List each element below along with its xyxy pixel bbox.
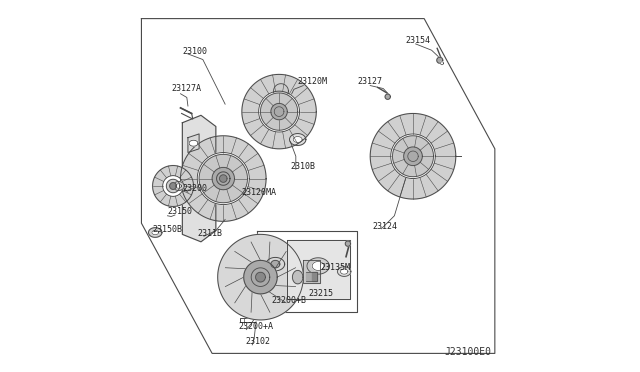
Polygon shape xyxy=(307,258,330,274)
Polygon shape xyxy=(255,272,266,282)
Text: 23200+A: 23200+A xyxy=(238,322,273,331)
Text: 23150: 23150 xyxy=(168,207,193,216)
Text: 23120MA: 23120MA xyxy=(242,188,277,197)
Polygon shape xyxy=(437,57,443,63)
Text: 23102: 23102 xyxy=(246,337,271,346)
Bar xyxy=(306,272,310,281)
Polygon shape xyxy=(287,240,349,299)
Polygon shape xyxy=(242,74,316,149)
Text: 23120M: 23120M xyxy=(298,77,328,86)
Text: 23200: 23200 xyxy=(182,185,207,193)
Text: 23127A: 23127A xyxy=(172,84,201,93)
Text: 23150B: 23150B xyxy=(152,225,182,234)
Polygon shape xyxy=(289,134,306,145)
Polygon shape xyxy=(337,267,351,276)
Polygon shape xyxy=(408,151,418,161)
Polygon shape xyxy=(292,270,303,284)
Polygon shape xyxy=(259,91,300,132)
Polygon shape xyxy=(188,134,199,153)
Polygon shape xyxy=(220,175,227,182)
Text: 23135M: 23135M xyxy=(320,263,350,272)
Text: J23100E0: J23100E0 xyxy=(444,347,491,357)
Polygon shape xyxy=(266,257,285,271)
Polygon shape xyxy=(218,234,303,320)
Polygon shape xyxy=(385,94,390,99)
Polygon shape xyxy=(273,84,289,99)
Text: 2310B: 2310B xyxy=(291,162,316,171)
Text: 23124: 23124 xyxy=(372,222,397,231)
Polygon shape xyxy=(271,103,287,120)
Polygon shape xyxy=(170,183,177,189)
Text: 23200+B: 23200+B xyxy=(271,296,307,305)
Text: 23100: 23100 xyxy=(182,47,207,56)
Polygon shape xyxy=(182,115,216,242)
Polygon shape xyxy=(346,241,351,246)
Polygon shape xyxy=(216,172,230,185)
Polygon shape xyxy=(199,154,248,203)
Polygon shape xyxy=(244,260,277,294)
Polygon shape xyxy=(440,62,444,65)
Polygon shape xyxy=(166,179,180,193)
Polygon shape xyxy=(271,260,280,268)
Polygon shape xyxy=(275,107,284,116)
Polygon shape xyxy=(293,137,302,142)
Polygon shape xyxy=(180,136,266,221)
Text: 23215: 23215 xyxy=(309,289,334,298)
Polygon shape xyxy=(175,184,182,188)
Bar xyxy=(312,272,317,281)
Text: 2311B: 2311B xyxy=(197,229,222,238)
Polygon shape xyxy=(312,262,324,270)
Polygon shape xyxy=(260,93,298,130)
Polygon shape xyxy=(189,140,198,146)
Polygon shape xyxy=(303,260,320,283)
Polygon shape xyxy=(340,269,348,274)
Text: 23127: 23127 xyxy=(357,77,382,86)
Text: 23154: 23154 xyxy=(406,36,431,45)
Polygon shape xyxy=(163,176,184,196)
Polygon shape xyxy=(251,268,270,286)
Polygon shape xyxy=(404,147,422,166)
Polygon shape xyxy=(390,134,435,179)
Polygon shape xyxy=(212,167,234,190)
Polygon shape xyxy=(392,136,433,177)
Polygon shape xyxy=(152,230,159,235)
Polygon shape xyxy=(197,153,250,205)
Polygon shape xyxy=(370,113,456,199)
Polygon shape xyxy=(152,166,193,206)
Polygon shape xyxy=(173,182,184,190)
Polygon shape xyxy=(148,228,162,237)
